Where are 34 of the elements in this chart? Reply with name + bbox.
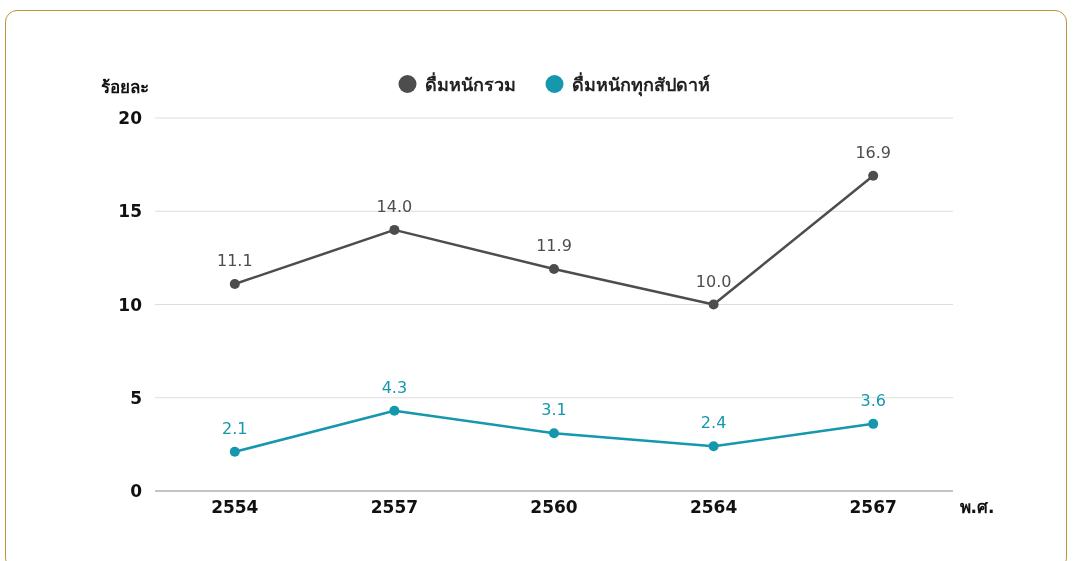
data-label: 16.9 <box>855 142 892 162</box>
point <box>389 224 400 235</box>
x-tick-label: 2567 <box>849 497 897 517</box>
x-tick-label: 2560 <box>530 497 578 517</box>
x-tick-label: 2564 <box>689 497 738 517</box>
legend-label: ดื่มหนักทุกสัปดาห์ <box>571 72 710 97</box>
data-label: 2.4 <box>700 413 727 433</box>
point <box>868 170 879 181</box>
legend-label: ดื่มหนักรวม <box>424 72 516 95</box>
x-axis-title: พ.ศ. <box>959 497 995 517</box>
point <box>389 405 400 416</box>
y-tick-label: 10 <box>118 294 143 315</box>
y-tick-label: 5 <box>130 387 142 408</box>
data-label: 3.1 <box>541 400 567 420</box>
data-label: 11.9 <box>536 236 572 256</box>
x-tick-label: 2554 <box>211 497 259 517</box>
point <box>708 299 719 310</box>
data-label: 14.0 <box>376 196 413 216</box>
y-axis-title: ร้อยละ <box>101 77 149 97</box>
x-tick-label: 2557 <box>370 497 419 517</box>
point <box>229 278 240 289</box>
point <box>229 446 240 457</box>
data-label: 2.1 <box>222 418 248 438</box>
point <box>549 264 559 275</box>
data-label: 3.6 <box>860 390 886 410</box>
point <box>549 428 559 439</box>
y-tick-label: 15 <box>118 201 142 222</box>
point <box>708 441 719 452</box>
data-label: 4.3 <box>381 377 408 397</box>
data-label: 11.1 <box>216 250 253 270</box>
y-tick-label: 20 <box>118 108 143 128</box>
y-tick-label: 0 <box>130 481 143 501</box>
point <box>868 418 879 429</box>
data-label: 10.0 <box>695 271 732 291</box>
